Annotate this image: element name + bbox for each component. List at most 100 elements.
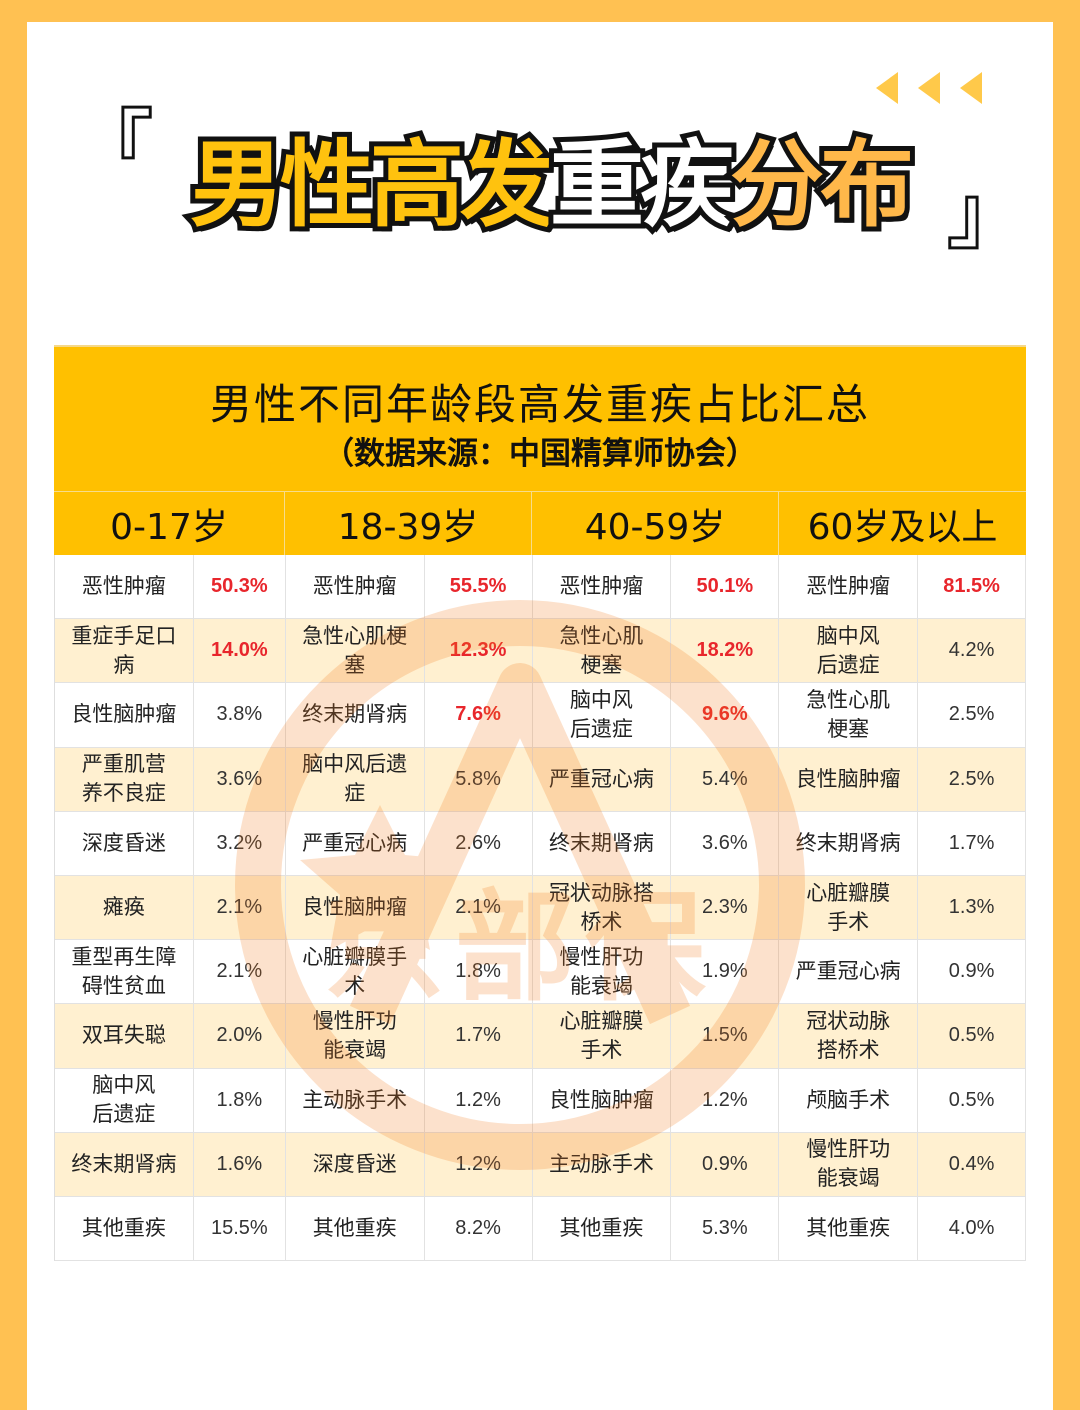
disease-name: 颅脑手术: [779, 1068, 919, 1132]
disease-name: 严重冠心病: [286, 811, 425, 875]
table-row: 脑中风 后遗症 1.8% 主动脉手术 1.2% 良性脑肿瘤 1.2% 颅脑手术 0.5%: [55, 1068, 1027, 1133]
disease-name: 终末期肾病: [779, 811, 919, 875]
percentage-value: 0.4%: [918, 1132, 1027, 1196]
title-part-3: 分布: [725, 126, 919, 245]
disease-name: 严重冠心病: [533, 747, 672, 811]
percentage-value: 1.5%: [671, 1004, 780, 1068]
percentage-value: 0.5%: [918, 1004, 1027, 1068]
table-row: 恶性肿瘤 50.3% 恶性肿瘤 55.5% 恶性肿瘤 50.1% 恶性肿瘤 81.5%: [55, 555, 1027, 620]
disease-name: 终末期肾病: [533, 811, 672, 875]
percentage-value: 2.1%: [194, 875, 286, 940]
left-triangle-icon: [876, 72, 898, 104]
decorative-arrows: [876, 72, 982, 104]
percentage-value: 81.5%: [918, 555, 1027, 619]
disease-name: 冠状动脉搭桥术: [779, 1004, 919, 1068]
percentage-value: 2.3%: [671, 875, 780, 940]
disease-name: 慢性肝功 能衰竭: [533, 940, 672, 1004]
percentage-value: 5.3%: [671, 1196, 780, 1261]
disease-name: 恶性肿瘤: [55, 555, 194, 619]
percentage-value: 12.3%: [425, 619, 533, 683]
percentage-value: 1.8%: [194, 1068, 286, 1132]
disease-name: 急性心肌梗塞: [779, 683, 919, 747]
table-row: 深度昏迷 3.2% 严重冠心病 2.6% 终末期肾病 3.6% 终末期肾病 1.7%: [55, 811, 1027, 876]
table-row: 其他重疾 15.5% 其他重疾 8.2% 其他重疾 5.3% 其他重疾 4.0%: [55, 1196, 1027, 1262]
disease-name: 其他重疾: [779, 1196, 919, 1261]
disease-name: 良性脑肿瘤: [55, 683, 194, 747]
percentage-value: 2.5%: [918, 683, 1027, 747]
disease-name: 深度昏迷: [55, 811, 194, 875]
percentage-value: 50.1%: [671, 555, 780, 619]
age-group-18-39: 18-39岁: [285, 492, 532, 555]
table-row: 重症手足口病 14.0% 急性心肌梗塞 12.3% 急性心肌 梗塞 18.2% 脑中风 后遗症 4…: [55, 619, 1027, 684]
percentage-value: 9.6%: [671, 683, 780, 747]
disease-name: 重症手足口病: [55, 619, 194, 683]
left-triangle-icon: [918, 72, 940, 104]
percentage-value: 1.7%: [918, 811, 1027, 875]
disease-name: 心脏瓣膜手术: [779, 875, 919, 940]
disease-name: 良性脑肿瘤: [779, 747, 919, 811]
disease-name: 瘫痪: [55, 875, 194, 940]
table-row: 良性脑肿瘤 3.8% 终末期肾病 7.6% 脑中风 后遗症 9.6% 急性心肌 梗塞 2.5%: [55, 683, 1027, 748]
age-group-header: 0-17岁 18-39岁 40-59岁 60岁及以上: [54, 491, 1026, 555]
percentage-value: 0.9%: [918, 940, 1027, 1004]
percentage-value: 1.2%: [425, 1132, 533, 1196]
table-row: 重型再生障 碍性贫血 2.1% 心脏瓣膜手术 1.8% 慢性肝功 能衰竭 1.9% 严重冠心病 0…: [55, 940, 1027, 1005]
disease-name: 其他重疾: [55, 1196, 194, 1261]
disease-name: 脑中风后遗症: [55, 1068, 194, 1132]
title-part-2: 重疾: [545, 126, 739, 245]
percentage-value: 2.1%: [194, 940, 286, 1004]
disease-name: 良性脑肿瘤: [286, 875, 425, 940]
percentage-value: 8.2%: [425, 1196, 533, 1261]
table-row: 终末期肾病 1.6% 深度昏迷 1.2% 主动脉手术 0.9% 慢性肝功 能衰竭 0.4%: [55, 1132, 1027, 1197]
percentage-value: 2.1%: [425, 875, 533, 940]
title-part-1: 男性高发: [185, 126, 559, 245]
table-row: 瘫痪 2.1% 良性脑肿瘤 2.1% 冠状动脉搭 桥术 2.3% 心脏瓣膜 手术 1.3%: [55, 875, 1027, 941]
percentage-value: 15.5%: [194, 1196, 286, 1261]
table-row: 双耳失聪 2.0% 慢性肝功 能衰竭 1.7% 心脏瓣膜 手术 1.5% 冠状动脉 搭桥术 0.5%: [55, 1004, 1027, 1069]
disease-name: 其他重疾: [533, 1196, 672, 1261]
age-group-40-59: 40-59岁: [532, 492, 779, 555]
percentage-value: 3.8%: [194, 683, 286, 747]
percentage-value: 18.2%: [671, 619, 780, 683]
disease-name: 恶性肿瘤: [533, 555, 672, 619]
percentage-value: 50.3%: [194, 555, 286, 619]
percentage-value: 4.0%: [918, 1196, 1027, 1261]
disease-name: 心脏瓣膜手术: [533, 1004, 672, 1068]
percentage-value: 14.0%: [194, 619, 286, 683]
disease-name: 良性脑肿瘤: [533, 1068, 672, 1132]
disease-name: 心脏瓣膜手术: [286, 940, 425, 1004]
percentage-value: 2.5%: [918, 747, 1027, 811]
percentage-value: 5.8%: [425, 747, 533, 811]
disease-name: 恶性肿瘤: [779, 555, 919, 619]
disease-name: 主动脉手术: [286, 1068, 425, 1132]
percentage-value: 1.3%: [918, 875, 1027, 940]
disease-name: 恶性肿瘤: [286, 555, 425, 619]
disease-name: 慢性肝功 能衰竭: [779, 1132, 919, 1196]
disease-name: 终末期肾病: [286, 683, 425, 747]
percentage-value: 0.9%: [671, 1132, 780, 1196]
disease-name: 急性心肌梗塞: [533, 619, 672, 683]
percentage-value: 1.9%: [671, 940, 780, 1004]
disease-name: 脑中风后遗症: [286, 747, 425, 811]
table-row: 严重肌营 养不良症 3.6% 脑中风后遗症 5.8% 严重冠心病 5.4% 良性脑肿瘤 2.5%: [55, 747, 1027, 812]
table-source: （数据来源：中国精算师协会）: [323, 436, 757, 472]
disease-name: 严重冠心病: [779, 940, 919, 1004]
percentage-value: 1.2%: [425, 1068, 533, 1132]
disease-name: 深度昏迷: [286, 1132, 425, 1196]
percentage-value: 0.5%: [918, 1068, 1027, 1132]
percentage-value: 7.6%: [425, 683, 533, 747]
percentage-value: 1.2%: [671, 1068, 780, 1132]
disease-name: 严重肌营 养不良症: [55, 747, 194, 811]
disease-name: 慢性肝功 能衰竭: [286, 1004, 425, 1068]
disease-table: 男性不同年龄段高发重疾占比汇总 （数据来源：中国精算师协会） 0-17岁 18-…: [54, 345, 1027, 1262]
age-group-0-17: 0-17岁: [54, 492, 285, 555]
poster-title: 「 男性高发重疾分布 」: [77, 104, 1023, 270]
percentage-value: 3.6%: [671, 811, 780, 875]
disease-name: 急性心肌梗塞: [286, 619, 425, 683]
table-title: 男性不同年龄段高发重疾占比汇总: [209, 380, 870, 429]
percentage-value: 4.2%: [918, 619, 1027, 683]
disease-name: 脑中风后遗症: [779, 619, 919, 683]
disease-name: 其他重疾: [286, 1196, 425, 1261]
open-bracket: 「: [77, 104, 153, 186]
disease-name: 脑中风后遗症: [533, 683, 672, 747]
